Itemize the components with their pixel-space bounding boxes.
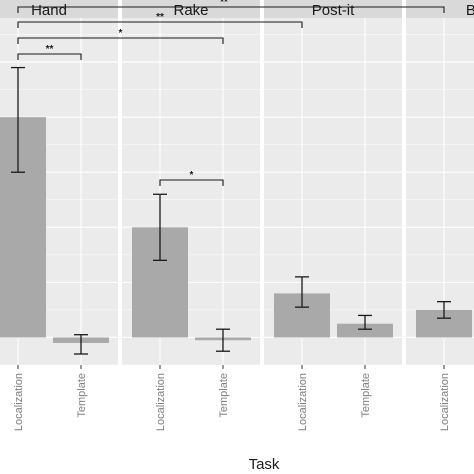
x-tick-label: Template [76, 373, 88, 418]
facet-strip [0, 0, 118, 18]
facet-strip [406, 0, 474, 18]
x-tick-label: Localization [155, 373, 167, 431]
x-tick-label: Localization [297, 373, 309, 431]
facet-label: Rake [173, 2, 208, 19]
x-tick-label: Template [360, 373, 372, 418]
significance-label: * [119, 28, 123, 39]
x-tick-label: Localization [13, 373, 25, 431]
significance-label: ** [220, 0, 228, 8]
significance-bracket [17, 37, 224, 44]
panel-background [406, 18, 474, 365]
bar [0, 117, 46, 338]
significance-bracket [159, 179, 224, 186]
significance-label: ** [46, 44, 54, 55]
x-tick-label: Template [218, 373, 230, 418]
significance-label: * [190, 170, 194, 181]
significance-bracket [17, 21, 303, 28]
x-tick-label: Localization [439, 373, 451, 431]
facet-label: Hand [31, 2, 67, 19]
significance-bracket [17, 6, 445, 13]
facet-strip [264, 0, 402, 18]
facet-label: Post-it [312, 2, 355, 19]
significance-bracket [17, 53, 82, 60]
significance-label: ** [156, 12, 164, 23]
facet-strip [122, 0, 260, 18]
bar [337, 323, 393, 338]
facet-label: Ba [466, 2, 474, 19]
x-axis-title: Task [249, 456, 280, 473]
